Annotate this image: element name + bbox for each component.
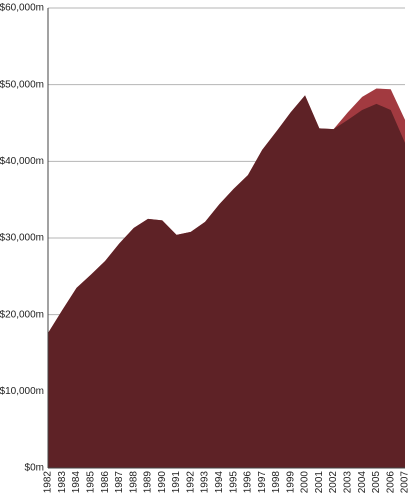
y-tick-label: $50,000m [0,79,44,90]
x-tick-label: 1982 [43,471,54,494]
x-tick-label: 1998 [271,471,282,494]
x-tick-label: 1994 [214,471,225,494]
x-tick-label: 2000 [300,471,311,494]
x-tick-label: 1987 [114,471,125,494]
x-tick-label: 2002 [328,471,339,494]
y-tick-label: $0m [25,463,44,474]
x-tick-label: 1997 [257,471,268,494]
y-tick-label: $30,000m [0,233,44,244]
x-tick-label: 1996 [243,471,254,494]
x-tick-label: 2004 [357,471,368,494]
x-tick-label: 2006 [385,471,396,494]
x-tick-label: 1983 [57,471,68,494]
y-tick-label: $20,000m [0,309,44,320]
x-tick-label: 2003 [343,471,354,494]
x-tick-label: 1989 [143,471,154,494]
x-tick-label: 1984 [71,471,82,494]
x-tick-label: 1992 [185,471,196,494]
x-tick-label: 1999 [285,471,296,494]
x-tick-label: 1993 [200,471,211,494]
x-tick-label: 1988 [128,471,139,494]
x-tick-label: 1991 [171,471,182,494]
x-tick-label: 2005 [371,471,382,494]
y-tick-label: $60,000m [0,3,44,14]
x-tick-label: 2001 [314,471,325,494]
y-tick-label: $10,000m [0,386,44,397]
x-tick-label: 2007 [400,471,410,494]
x-tick-label: 1986 [100,471,111,494]
y-tick-label: $40,000m [0,156,44,167]
x-tick-label: 1995 [228,471,239,494]
area [48,95,405,469]
x-tick-label: 1990 [157,471,168,494]
x-tick-label: 1985 [85,471,96,494]
